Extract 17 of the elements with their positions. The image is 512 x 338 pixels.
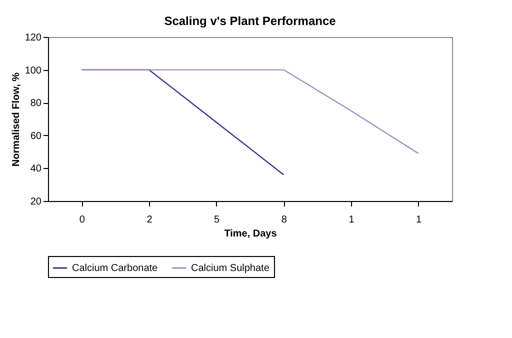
y-axis-title: Normalised Flow, % (10, 72, 22, 167)
x-tick-label: 8 (281, 214, 288, 226)
x-tick-label: 5 (214, 214, 220, 226)
x-axis-title: Time, Days (224, 228, 278, 240)
legend-label: Calcium Sulphate (191, 263, 270, 274)
y-tick-label: 20 (30, 196, 42, 208)
y-tick-label: 100 (24, 65, 42, 76)
x-tick-label: 1 (416, 214, 422, 226)
y-tick-label: 60 (30, 130, 42, 142)
y-tick-label: 120 (24, 32, 42, 44)
legend-label: Calcium Carbonate (72, 263, 158, 274)
x-tick-label: 2 (146, 214, 153, 226)
y-tick-label: 40 (30, 164, 42, 175)
x-tick-label: 0 (79, 214, 86, 226)
chart-title: Scaling v's Plant Performance (164, 14, 336, 28)
x-tick-label: 1 (348, 214, 355, 226)
y-tick-label: 80 (30, 98, 42, 110)
